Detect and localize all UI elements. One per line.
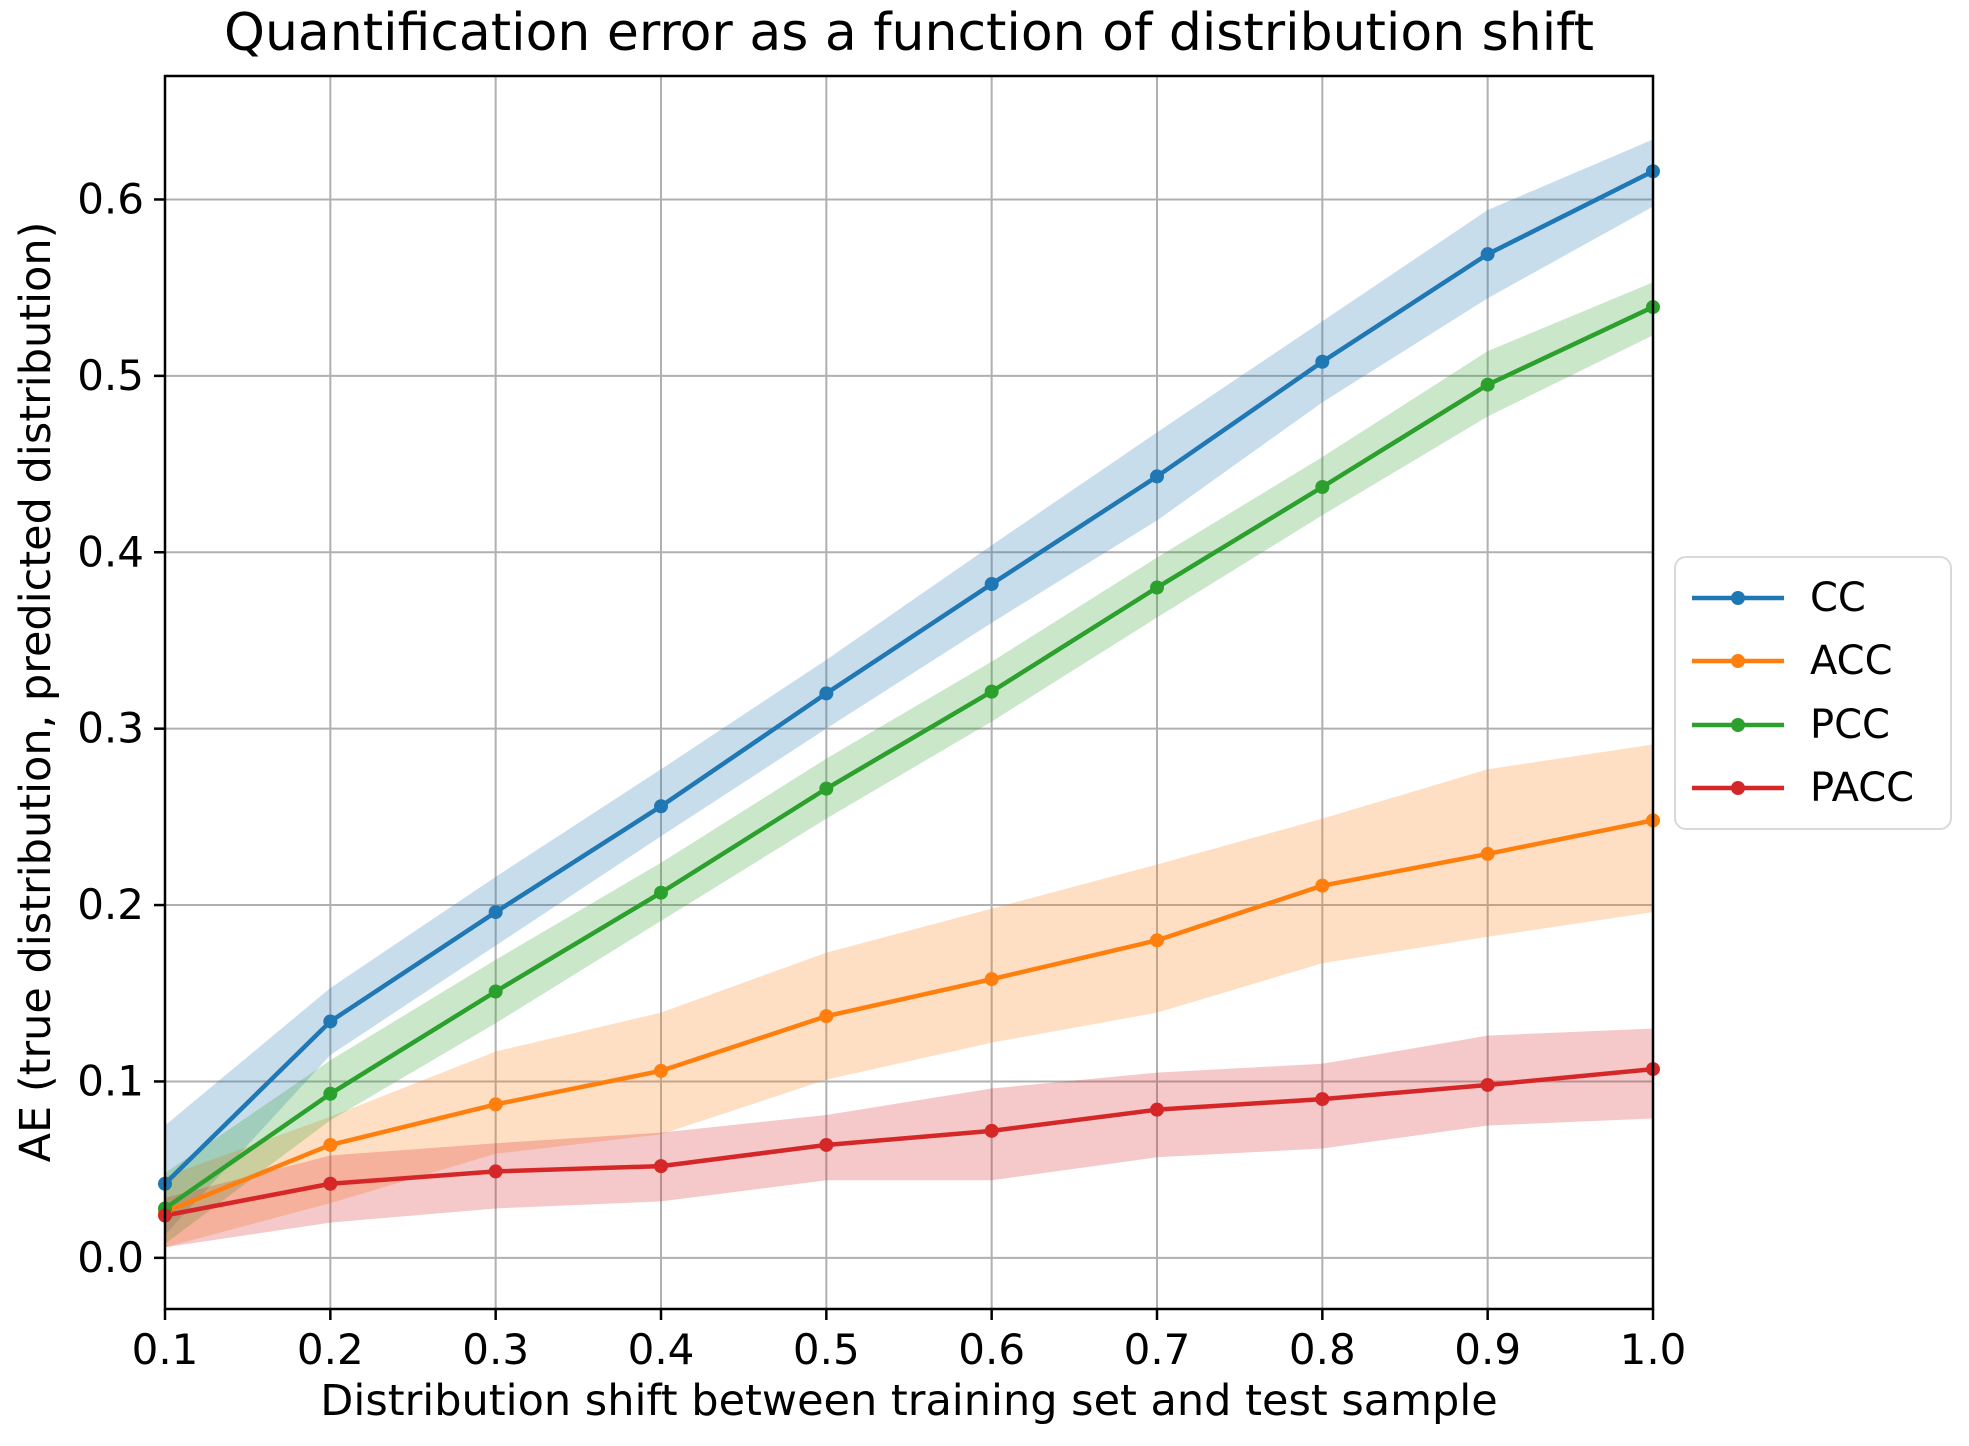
pacc-line	[164, 1066, 1654, 1218]
y-axis-label: AE (true distribution, predicted distrib…	[11, 221, 61, 1163]
acc-marker-0.5	[819, 1009, 834, 1024]
pcc-marker-0.9	[1480, 377, 1495, 392]
legend-label-acc: ACC	[1810, 638, 1893, 685]
cc-marker-0.8	[1315, 354, 1330, 369]
pacc-marker-0.9	[1480, 1077, 1495, 1092]
legend-entry-pcc: PCC	[1690, 705, 1942, 745]
series-line-layer	[163, 169, 1655, 1218]
axis-layer	[154, 74, 1655, 1320]
legend-marker-acc	[1731, 654, 1745, 669]
xtick-label-0.5: 0.5	[793, 1325, 860, 1374]
pcc-marker-0.3	[488, 984, 503, 999]
legend-marker-pcc	[1731, 717, 1745, 732]
pcc-marker-0.8	[1315, 480, 1330, 494]
cc-marker-0.3	[488, 905, 503, 920]
pacc-marker-0.8	[1315, 1092, 1330, 1107]
pcc-marker-0.2	[323, 1086, 338, 1101]
xtick-label-0.7: 0.7	[1124, 1325, 1191, 1374]
xtick-label-0.4: 0.4	[628, 1325, 695, 1374]
ytick-label-0.1: 0.1	[77, 1056, 144, 1105]
acc-marker-0.2	[323, 1137, 338, 1152]
xtick-label-0.3: 0.3	[462, 1325, 529, 1374]
pcc-line	[163, 305, 1654, 1211]
ytick-label-0.2: 0.2	[77, 880, 144, 929]
pacc-marker-0.5	[819, 1137, 834, 1152]
pcc-confidence-band	[165, 282, 1653, 1244]
pcc-marker-0.7	[1150, 580, 1164, 595]
legend-line-icon-cc	[1692, 590, 1784, 605]
legend-entry-acc: ACC	[1690, 641, 1942, 681]
cc-marker-0.9	[1480, 247, 1495, 262]
plot-spines	[163, 74, 1655, 1311]
tick-label-layer: 0.1 0.2 0.3 0.4 0.5 0.6 0.7 0.8 0.9 1.0 0.0 0.1 0.2 0…	[77, 174, 1686, 1374]
cc-marker-0.4	[654, 799, 668, 814]
legend-marker-pacc	[1731, 781, 1745, 796]
pacc-marker-0.7	[1150, 1102, 1164, 1117]
legend-entry-cc: CC	[1690, 578, 1942, 618]
xtick-label-0.8: 0.8	[1289, 1325, 1356, 1374]
cc-marker-0.7	[1150, 469, 1164, 484]
xtick-label-0.1: 0.1	[132, 1325, 199, 1374]
pcc-marker-0.4	[654, 885, 668, 900]
pcc-marker-0.5	[819, 781, 834, 796]
cc-line	[163, 169, 1655, 1186]
chart-title: Quantification error as a function of di…	[224, 3, 1594, 63]
legend-label-cc: CC	[1810, 574, 1866, 621]
legend-line-icon-pcc	[1692, 717, 1784, 732]
legend-label-pcc: PCC	[1810, 701, 1890, 748]
ytick-label-0.3: 0.3	[77, 704, 144, 753]
acc-marker-0.6	[984, 972, 999, 987]
x-axis-label: Distribution shift between training set …	[320, 1376, 1498, 1426]
xtick-label-0.6: 0.6	[958, 1325, 1025, 1374]
legend-label-pacc: PACC	[1810, 765, 1915, 812]
xtick-label-1.0: 1.0	[1620, 1325, 1687, 1374]
pcc-marker-0.6	[984, 684, 999, 699]
xtick-label-0.9: 0.9	[1454, 1325, 1521, 1374]
acc-line	[164, 818, 1654, 1215]
acc-marker-0.8	[1315, 878, 1330, 893]
pacc-marker-0.2	[323, 1176, 338, 1191]
cc-confidence-band	[165, 139, 1653, 1235]
acc-marker-0.7	[1150, 933, 1164, 948]
acc-marker-0.4	[654, 1063, 668, 1078]
legend: CC ACC PCC PACC	[1674, 556, 1952, 830]
ytick-label-0.5: 0.5	[77, 351, 144, 400]
acc-marker-0.9	[1480, 846, 1495, 861]
legend-marker-cc	[1731, 590, 1745, 605]
cc-marker-0.2	[323, 1014, 338, 1029]
cc-marker-0.5	[819, 686, 834, 701]
ytick-label-0.0: 0.0	[77, 1233, 144, 1282]
ytick-label-0.4: 0.4	[77, 527, 144, 576]
pacc-marker-0.4	[654, 1159, 668, 1174]
legend-line-icon-acc	[1692, 654, 1784, 669]
xtick-label-0.2: 0.2	[297, 1325, 364, 1374]
series-marker-layer	[158, 164, 1660, 1223]
cc-marker-0.6	[984, 577, 999, 592]
legend-line-icon-pacc	[1692, 781, 1784, 796]
acc-marker-0.3	[488, 1097, 503, 1112]
legend-entry-pacc: PACC	[1690, 768, 1942, 808]
ytick-label-0.6: 0.6	[77, 174, 144, 223]
pacc-marker-0.3	[488, 1164, 503, 1179]
pacc-marker-0.6	[984, 1123, 999, 1138]
